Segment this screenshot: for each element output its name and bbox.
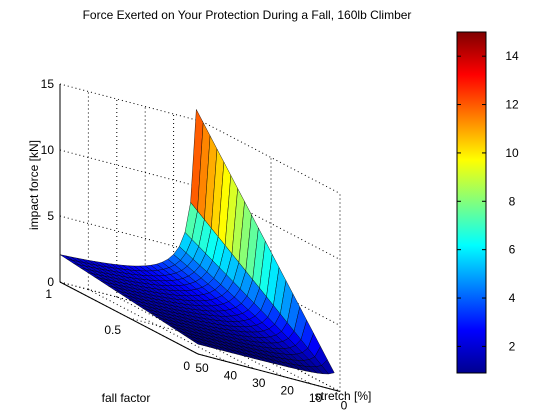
colorbar-tick-label: 12 xyxy=(505,98,519,112)
y-axis-label: fall factor xyxy=(102,391,151,405)
z-axis-label: impact force [kN] xyxy=(27,140,41,230)
grid-line-y xyxy=(197,353,341,392)
x-tick-label: 40 xyxy=(224,369,238,383)
z-tick-label: 15 xyxy=(41,77,55,91)
z-tick-label: 5 xyxy=(47,209,54,223)
z-tick-label: 10 xyxy=(41,143,55,157)
colorbar-tick-label: 14 xyxy=(505,49,519,63)
grid-line-z xyxy=(59,215,203,254)
surface-patch xyxy=(321,359,335,375)
grid-line-y xyxy=(128,317,272,356)
colorbar-tick-label: 4 xyxy=(509,291,516,305)
x-tick-label: 20 xyxy=(281,384,295,398)
y-tick-label: 1 xyxy=(45,287,52,301)
colorbar-tick-label: 2 xyxy=(509,339,516,353)
colorbar-ticks: 2 4 6 8 10 12 14 xyxy=(457,49,519,353)
grid-line-z xyxy=(59,149,203,188)
surface-plot xyxy=(59,108,335,375)
colorbar-tick-label: 8 xyxy=(509,194,516,208)
x-tick-label: 30 xyxy=(252,376,266,390)
grid-line-z xyxy=(59,83,203,122)
colorbar-tick-label: 10 xyxy=(505,146,519,160)
x-tick-label: 0 xyxy=(341,399,348,413)
y-tick-label: 0.5 xyxy=(104,323,121,337)
chart-title: Force Exerted on Your Protection During … xyxy=(83,8,412,22)
x-axis-label: stretch [%] xyxy=(315,389,372,403)
x-tick-label: 50 xyxy=(195,361,209,375)
y-tick-label: 0 xyxy=(183,359,190,373)
colorbar-tick-label: 6 xyxy=(509,243,516,257)
x-tick-label: 10 xyxy=(309,391,323,405)
colorbar xyxy=(456,31,487,374)
grid-line-y xyxy=(59,281,203,320)
z-tick-label: 0 xyxy=(47,275,54,289)
